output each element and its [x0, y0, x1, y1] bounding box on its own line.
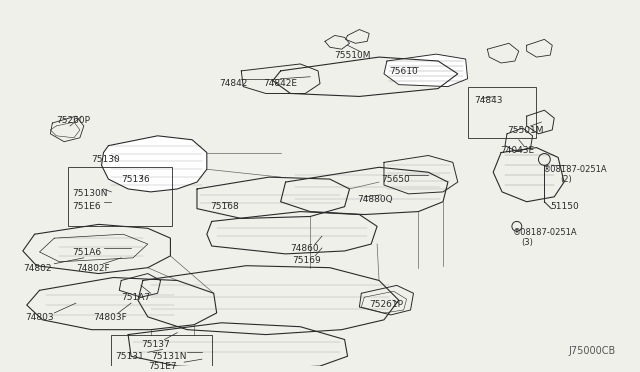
- Text: 75168: 75168: [210, 202, 239, 211]
- Text: 751E6: 751E6: [72, 202, 100, 211]
- Bar: [68, 167, 172, 226]
- Text: 51150: 51150: [550, 202, 579, 211]
- Text: 74803: 74803: [25, 313, 53, 322]
- Text: 75501M: 75501M: [507, 126, 543, 135]
- Text: 74842: 74842: [220, 79, 248, 88]
- Text: 74803F: 74803F: [93, 313, 127, 322]
- Bar: [111, 334, 212, 372]
- Text: 75650: 75650: [381, 175, 410, 184]
- Text: 751A6: 751A6: [72, 248, 101, 257]
- Text: (2): (2): [560, 175, 572, 184]
- Text: 74802F: 74802F: [76, 264, 109, 273]
- Bar: [468, 87, 536, 138]
- Text: 74880Q: 74880Q: [357, 195, 393, 204]
- Polygon shape: [384, 54, 468, 87]
- Text: 75131N: 75131N: [151, 352, 186, 361]
- Text: 75169: 75169: [292, 256, 321, 265]
- Text: 75130: 75130: [92, 155, 120, 164]
- Text: 74860: 74860: [291, 244, 319, 253]
- Text: 74043E: 74043E: [500, 146, 534, 155]
- Text: 75261P: 75261P: [369, 300, 403, 309]
- Polygon shape: [102, 136, 207, 192]
- Text: 74843: 74843: [474, 96, 503, 105]
- Text: 74802: 74802: [23, 264, 51, 273]
- Text: 75130N: 75130N: [72, 189, 108, 198]
- Text: ®08187-0251A: ®08187-0251A: [513, 228, 577, 237]
- Text: 75610: 75610: [389, 67, 418, 76]
- Text: 751E7: 751E7: [148, 362, 177, 371]
- Text: 75260P: 75260P: [56, 116, 90, 125]
- Text: ®08187-0251A: ®08187-0251A: [543, 165, 607, 174]
- Text: (3): (3): [521, 238, 532, 247]
- Text: 75131: 75131: [115, 352, 144, 361]
- Text: 74842E: 74842E: [263, 79, 297, 88]
- Text: 751A7: 751A7: [121, 293, 150, 302]
- Text: J75000CB: J75000CB: [568, 346, 615, 356]
- Text: 75136: 75136: [121, 175, 150, 184]
- Text: 75137: 75137: [141, 340, 170, 349]
- Text: 75510M: 75510M: [334, 51, 371, 60]
